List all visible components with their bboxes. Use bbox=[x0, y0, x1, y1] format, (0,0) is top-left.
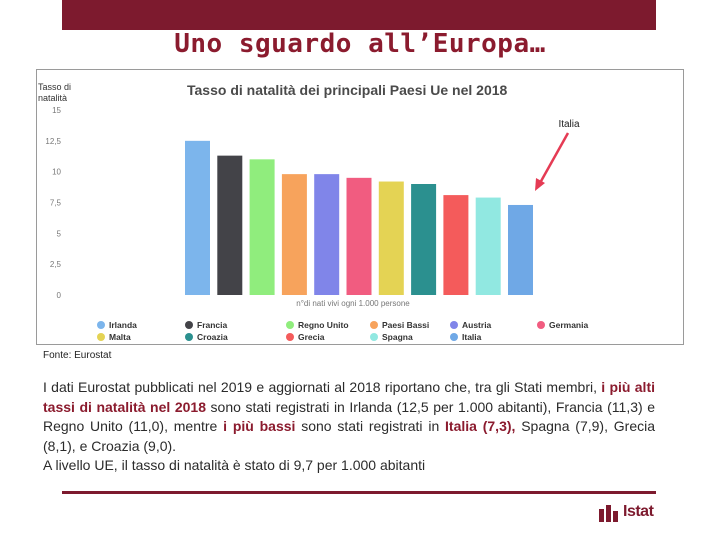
istat-logo: Istat bbox=[598, 503, 658, 523]
legend-marker bbox=[286, 321, 294, 329]
bar-austria bbox=[314, 174, 340, 295]
legend-marker bbox=[450, 321, 458, 329]
footer-rule bbox=[62, 491, 656, 494]
bar-paesi-bassi bbox=[281, 174, 307, 295]
legend-marker bbox=[537, 321, 545, 329]
bar-francia bbox=[217, 155, 243, 295]
text-span: I dati Eurostat pubblicati nel 2019 e ag… bbox=[43, 379, 602, 395]
y-tick-label: 5 bbox=[57, 229, 62, 238]
y-tick-label: 7,5 bbox=[50, 199, 62, 208]
bar-chart: Tasso di natalità dei principali Paesi U… bbox=[45, 82, 588, 342]
y-tick-label: 10 bbox=[52, 168, 61, 177]
legend-marker bbox=[286, 333, 294, 341]
legend-label: Francia bbox=[197, 320, 228, 330]
legend-marker bbox=[185, 321, 193, 329]
legend-label: Germania bbox=[549, 320, 588, 330]
bar-germania bbox=[346, 177, 372, 295]
body-text: I dati Eurostat pubblicati nel 2019 e ag… bbox=[43, 378, 655, 476]
istat-logo-icon bbox=[599, 505, 618, 522]
legend-label: Regno Unito bbox=[298, 320, 349, 330]
legend-marker bbox=[97, 321, 105, 329]
bar-spagna bbox=[475, 197, 501, 295]
bar-irlanda bbox=[185, 140, 210, 295]
y-tick-label: 12,5 bbox=[45, 137, 61, 146]
legend-marker bbox=[97, 333, 105, 341]
bar-croazia bbox=[411, 184, 437, 295]
bar-italia bbox=[508, 204, 533, 295]
chart-frame: Tasso di natalità dei principali Paesi U… bbox=[36, 69, 684, 345]
highlight-highest: i più alti tassi di natalità nel 2018 bbox=[43, 379, 656, 415]
legend-label: Grecia bbox=[298, 332, 325, 342]
annotation-arrow-line bbox=[538, 132, 570, 184]
legend-label: Paesi Bassi bbox=[382, 320, 429, 330]
header-bar bbox=[62, 0, 656, 30]
legend-label: Malta bbox=[109, 332, 131, 342]
annotation-label: Italia bbox=[558, 119, 580, 130]
y-tick-label: 0 bbox=[57, 291, 62, 300]
legend-marker bbox=[370, 333, 378, 341]
legend-marker bbox=[185, 333, 193, 341]
bar-grecia bbox=[443, 195, 469, 295]
legend-label: Italia bbox=[462, 332, 482, 342]
x-axis-label: n°di nati vivi ogni 1.000 persone bbox=[296, 299, 410, 308]
legend-label: Irlanda bbox=[109, 320, 137, 330]
bar-malta bbox=[378, 181, 404, 295]
bar-regno-unito bbox=[249, 159, 275, 295]
y-axis-title: Tasso di natalità bbox=[38, 82, 72, 103]
source-note: Fonte: Eurostat bbox=[43, 350, 112, 361]
text-span: sono stati registrati in bbox=[295, 418, 446, 434]
legend-label: Croazia bbox=[197, 332, 228, 342]
y-tick-label: 15 bbox=[52, 106, 61, 115]
y-tick-label: 2,5 bbox=[50, 260, 62, 269]
text-span: sono stati registrati in Irlanda (12,5 p… bbox=[43, 398, 655, 435]
legend-marker bbox=[370, 321, 378, 329]
istat-logo-text: Istat bbox=[623, 503, 654, 520]
annotation-arrow-head bbox=[535, 178, 545, 191]
slide-title: Uno sguardo all’Europa… bbox=[174, 29, 546, 59]
highlight-lowest: i più bassi bbox=[223, 418, 296, 434]
legend-marker bbox=[450, 333, 458, 341]
legend-label: Spagna bbox=[382, 332, 413, 342]
paragraph-eu: A livello UE, il tasso di natalità è sta… bbox=[43, 457, 426, 473]
paragraph-main: I dati Eurostat pubblicati nel 2019 e ag… bbox=[43, 378, 655, 456]
text-span: Spagna (7,9), Grecia (8,1), e Croazia (9… bbox=[43, 418, 655, 454]
chart-title: Tasso di natalità dei principali Paesi U… bbox=[187, 82, 508, 98]
highlight-italia: Italia (7,3), bbox=[445, 418, 516, 434]
legend-label: Austria bbox=[462, 320, 492, 330]
